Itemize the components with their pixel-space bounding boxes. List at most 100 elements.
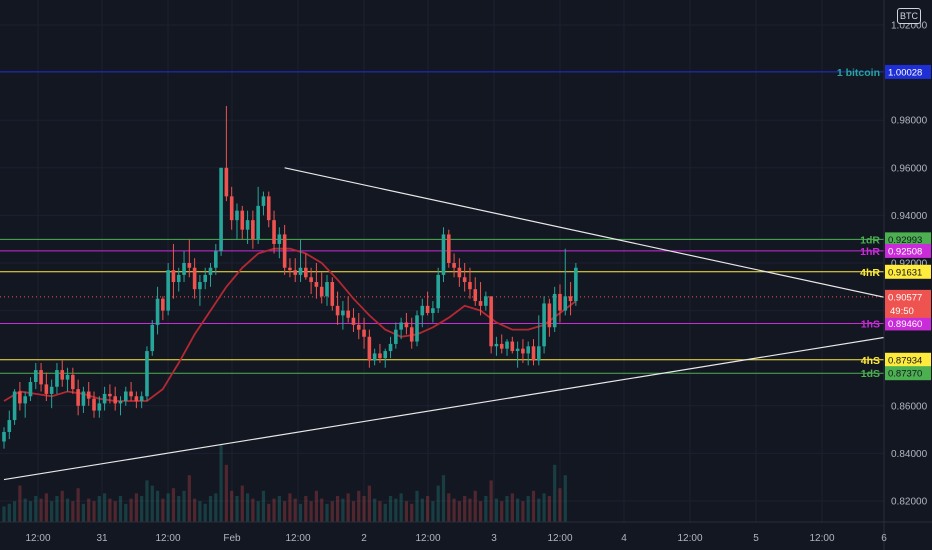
symbol-text: BTC bbox=[900, 11, 918, 21]
time-axis[interactable]: 12:00 31 12:00 Feb 12:00 2 12:00 3 12:00 4 12:00 5 1… bbox=[0, 521, 932, 544]
volume-bar bbox=[431, 501, 435, 522]
volume-bar bbox=[415, 490, 419, 522]
candle-body bbox=[229, 196, 234, 221]
candle-body bbox=[12, 391, 17, 421]
candle-body bbox=[251, 220, 255, 240]
volume-bar bbox=[166, 493, 170, 522]
candle-body bbox=[552, 293, 557, 328]
volume-bar bbox=[171, 488, 176, 522]
candle-body bbox=[129, 391, 133, 397]
volume-bar bbox=[526, 496, 530, 522]
price-tick-label: 0.84000 bbox=[891, 449, 928, 460]
candle-body bbox=[134, 396, 139, 402]
price-tick-label: 0.82000 bbox=[891, 497, 928, 508]
candle-body bbox=[309, 277, 313, 283]
volume-bar bbox=[193, 498, 197, 522]
candle-body bbox=[266, 196, 271, 221]
volume-bar bbox=[426, 496, 430, 522]
volume-bar bbox=[34, 496, 38, 522]
candle-body bbox=[436, 274, 440, 309]
candle-body bbox=[457, 267, 462, 278]
candle-body bbox=[319, 286, 324, 297]
volume-bar bbox=[309, 501, 313, 522]
candle-body bbox=[536, 346, 541, 361]
volume-bar bbox=[124, 503, 128, 522]
volume-bar bbox=[60, 490, 64, 522]
volume-bars bbox=[2, 444, 567, 522]
candle-body bbox=[176, 274, 181, 283]
candle-body bbox=[55, 370, 59, 387]
candle-body bbox=[526, 346, 531, 354]
candle-body bbox=[372, 353, 377, 361]
candle-body bbox=[383, 351, 388, 359]
price-tick-label: 0.98000 bbox=[891, 116, 928, 127]
price-tick-label: 0.86000 bbox=[891, 401, 928, 412]
volume-bar bbox=[547, 496, 551, 522]
last-price-value: 0.90577 bbox=[888, 292, 922, 303]
volume-bar bbox=[230, 490, 234, 522]
time-tick-label: 12:00 bbox=[285, 533, 310, 544]
volume-bar bbox=[531, 490, 536, 522]
candle-body bbox=[245, 220, 250, 230]
volume-bar bbox=[373, 498, 377, 522]
candle-body bbox=[431, 308, 435, 313]
candle-body bbox=[145, 351, 149, 397]
volume-bar bbox=[441, 475, 446, 522]
candle-body bbox=[484, 296, 488, 306]
candle-body bbox=[542, 303, 546, 347]
trendline bbox=[284, 167, 932, 309]
level-badge-value: 0.89460 bbox=[888, 319, 922, 330]
volume-bar bbox=[357, 490, 361, 522]
candle-body bbox=[473, 289, 478, 302]
level-name: 4hR bbox=[860, 267, 880, 279]
volume-bar bbox=[330, 501, 334, 522]
last-price-badge bbox=[885, 289, 931, 318]
volume-bar bbox=[399, 493, 403, 522]
time-tick-label: 6 bbox=[881, 533, 887, 544]
volume-bar bbox=[87, 498, 91, 522]
volume-bar bbox=[140, 496, 144, 522]
candle-body bbox=[39, 370, 43, 385]
candle-body bbox=[521, 348, 525, 354]
candle-body bbox=[388, 343, 393, 352]
volume-bar bbox=[521, 501, 525, 522]
volume-bar bbox=[177, 496, 181, 522]
candle-body bbox=[330, 282, 335, 306]
volume-bar bbox=[378, 501, 382, 522]
candle-body bbox=[563, 296, 568, 311]
candle-body bbox=[49, 386, 54, 394]
candle-body bbox=[558, 293, 562, 311]
time-tick-label: 12:00 bbox=[155, 533, 180, 544]
candle-body bbox=[171, 270, 176, 283]
candle-body bbox=[441, 234, 446, 275]
candle-body bbox=[23, 396, 27, 404]
candle-body bbox=[568, 296, 573, 302]
volume-bar bbox=[468, 498, 472, 522]
volume-bar bbox=[44, 493, 48, 522]
candle-body bbox=[489, 296, 493, 347]
candle-body bbox=[404, 322, 409, 328]
volume-bar bbox=[28, 501, 33, 522]
candle-body bbox=[420, 305, 425, 316]
volume-bar bbox=[71, 501, 75, 522]
candle-body bbox=[288, 267, 292, 271]
volume-bar bbox=[277, 496, 281, 522]
candle-body bbox=[367, 336, 372, 361]
volume-bar bbox=[457, 501, 461, 522]
volume-bar bbox=[484, 496, 488, 522]
level-badge-value: 0.87370 bbox=[888, 369, 922, 380]
candle-body bbox=[505, 341, 509, 349]
candle-body bbox=[76, 389, 80, 406]
volume-bar bbox=[478, 501, 483, 522]
candle-body bbox=[28, 382, 33, 397]
volume-bar bbox=[118, 496, 123, 522]
volume-bar bbox=[214, 493, 218, 522]
candle-body bbox=[452, 263, 456, 268]
candle-body bbox=[409, 327, 414, 342]
volume-bar bbox=[320, 498, 324, 522]
volume-bar bbox=[108, 498, 112, 522]
time-tick-label: 2 bbox=[361, 533, 367, 544]
level-badge-1hR bbox=[885, 243, 931, 258]
